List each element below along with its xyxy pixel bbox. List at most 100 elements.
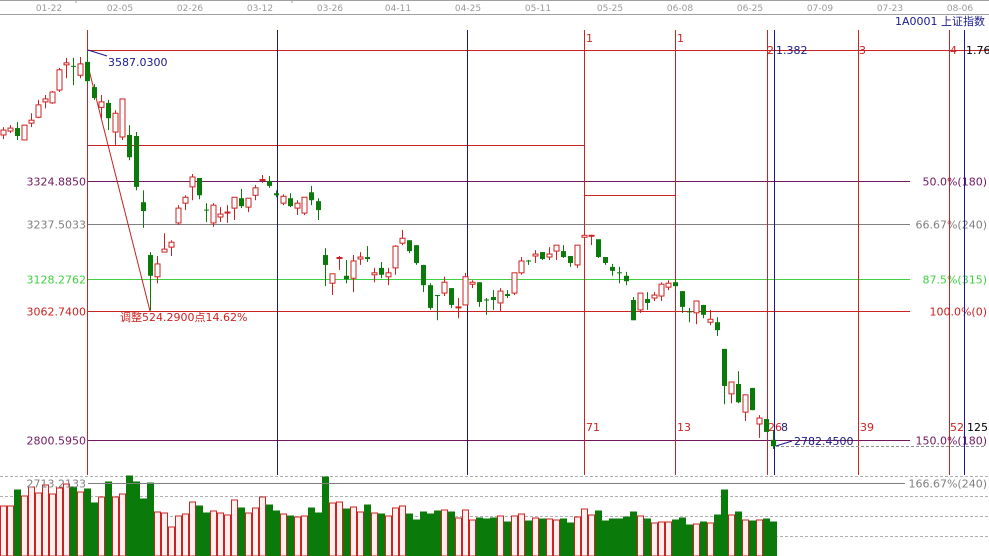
candle-body (175, 207, 182, 224)
candle (449, 288, 454, 308)
candle (540, 252, 545, 260)
volume-bar (616, 518, 623, 556)
date-tick-label: 03-26 (317, 4, 343, 14)
volume-bar (672, 519, 679, 556)
volume-bar (574, 516, 581, 556)
volume-bar (595, 510, 602, 556)
volume-bar (588, 514, 595, 556)
candle-body (371, 272, 378, 276)
volume-bar (175, 515, 182, 556)
candle (309, 185, 314, 206)
candle-body (98, 101, 105, 108)
candle (532, 250, 539, 263)
candle (581, 232, 588, 241)
volume-bar (49, 493, 56, 556)
volume-bar (294, 516, 301, 556)
volume-bar (434, 510, 441, 556)
candle (85, 51, 90, 85)
candle-body (28, 119, 35, 124)
cycle-bottom-label: 26 (768, 421, 782, 434)
volume-bar (511, 515, 518, 556)
candle (421, 264, 426, 293)
volume-bar (483, 518, 490, 556)
candle (658, 282, 665, 301)
candle-body (288, 198, 293, 207)
volume-bar (252, 507, 259, 556)
date-tick-label: 04-11 (385, 4, 411, 14)
candle (161, 233, 168, 253)
volume-bar (406, 513, 413, 556)
candle (77, 56, 84, 79)
candle-body (491, 297, 496, 300)
volume-bar (609, 518, 616, 556)
adjust-label: 调整524.2900点14.62% (120, 310, 247, 324)
candle-body (658, 283, 665, 297)
volume-bar (504, 521, 511, 556)
level-price-label: 3128.2762 (27, 274, 87, 287)
candle (329, 273, 336, 296)
volume-bar (140, 498, 147, 556)
candle (462, 272, 469, 306)
high-price-label: 3587.0300 (108, 56, 168, 69)
volume-bar (147, 482, 154, 556)
candle (497, 288, 504, 312)
candle (141, 190, 146, 228)
volume-bar (490, 517, 497, 556)
candle (665, 280, 672, 291)
volume-bar (553, 519, 560, 556)
candle-body (540, 252, 545, 259)
candle (518, 257, 525, 275)
candle (336, 256, 343, 270)
candle (392, 245, 399, 275)
candle (71, 57, 76, 86)
candle (750, 387, 755, 411)
volume-bar (770, 521, 777, 556)
candle (49, 91, 56, 104)
candle-body (680, 291, 685, 307)
volume-bar (546, 518, 553, 556)
volume-bar (350, 506, 357, 556)
candle (505, 290, 510, 299)
volume-bar (119, 493, 126, 556)
candle-body (42, 98, 49, 103)
volume-bar (462, 509, 469, 556)
volume-bar (497, 515, 504, 556)
cycle-top-label: 4 (950, 44, 957, 57)
candlesticks (0, 51, 776, 449)
date-tick-label: 01-22 (36, 4, 62, 14)
volume-bar (455, 517, 462, 556)
volume-bars (0, 475, 777, 556)
candle-body (596, 239, 601, 258)
candle (106, 99, 111, 131)
date-tick-label: 08-06 (947, 4, 973, 14)
volume-bar (14, 489, 21, 556)
candle-body (274, 193, 279, 196)
volume-bar (385, 515, 392, 556)
level-percent-label: 50.0%(180) (922, 176, 987, 189)
candle-body (693, 300, 700, 314)
volume-bar (637, 515, 644, 556)
range-lines (86, 50, 989, 312)
volume-bar (28, 486, 35, 556)
cycle-blue-bottom-label: 8 (781, 421, 788, 434)
date-tick-label: 05-11 (525, 4, 551, 14)
candle-body (294, 202, 301, 209)
candle-body (407, 240, 412, 252)
candle-body (511, 272, 518, 294)
candle (764, 419, 769, 432)
candle-body (112, 112, 119, 133)
candle-body (624, 275, 629, 282)
candle (610, 263, 615, 276)
candle (56, 67, 63, 93)
volume-bar (217, 512, 224, 556)
volume-bar (308, 507, 315, 556)
candle-body (568, 256, 573, 263)
candle (707, 309, 714, 326)
volume-bar (756, 519, 763, 556)
volume-bar (224, 514, 231, 556)
candle-body (526, 260, 531, 262)
volume-bar (189, 501, 196, 556)
candle (274, 190, 279, 198)
date-tick-label: 07-09 (807, 4, 833, 14)
